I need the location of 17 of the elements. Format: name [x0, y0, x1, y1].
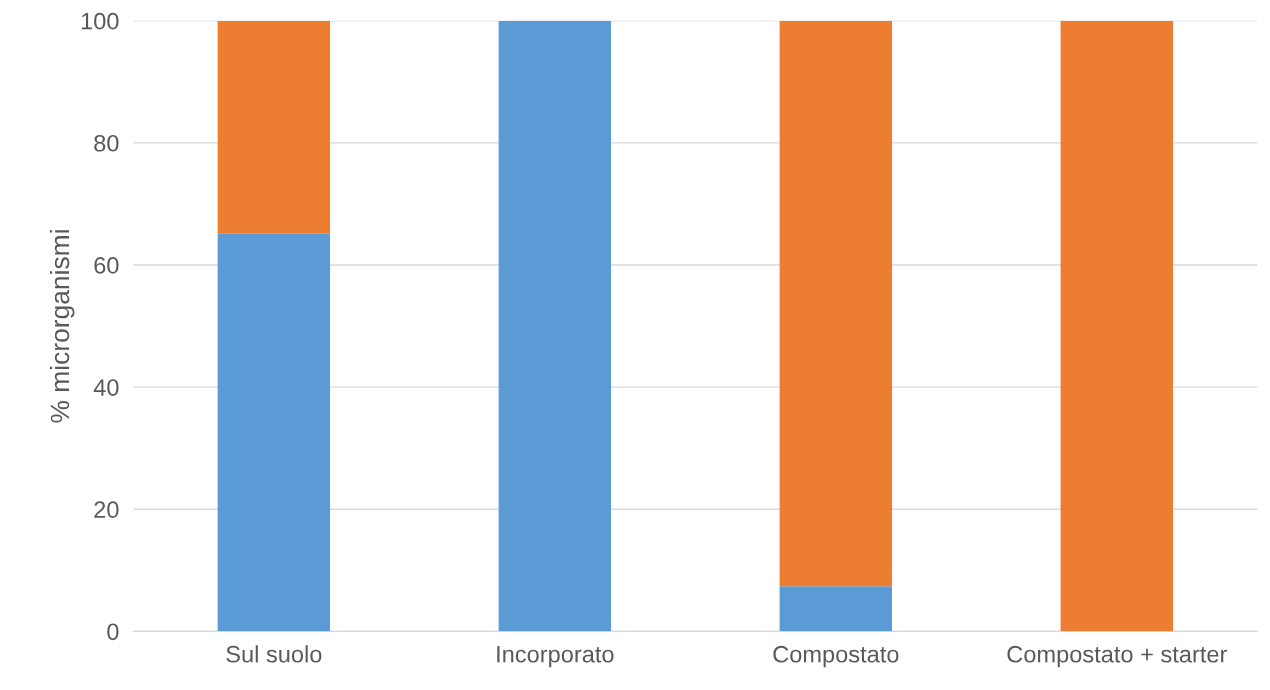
y-axis-title: % microrganismi [49, 230, 75, 423]
bar [498, 20, 612, 632]
y-tick-label: 80 [94, 134, 119, 152]
y-tick-label: 20 [94, 501, 119, 519]
y-tick-label: 100 [81, 12, 119, 30]
y-tick-label: 40 [93, 379, 119, 396]
bar [779, 20, 893, 587]
x-tick-label: Sul suolo [226, 645, 322, 663]
bar [1060, 20, 1173, 632]
y-tick-label: 60 [94, 257, 119, 274]
x-tick-label: Compostato [773, 645, 899, 668]
x-tick-label: Compostato + starter [1007, 645, 1227, 668]
y-tick-label: 0 [107, 623, 119, 641]
x-tick-label: Incorporato [497, 646, 614, 668]
bar [217, 233, 331, 632]
bar [779, 586, 893, 632]
bar [217, 20, 331, 234]
